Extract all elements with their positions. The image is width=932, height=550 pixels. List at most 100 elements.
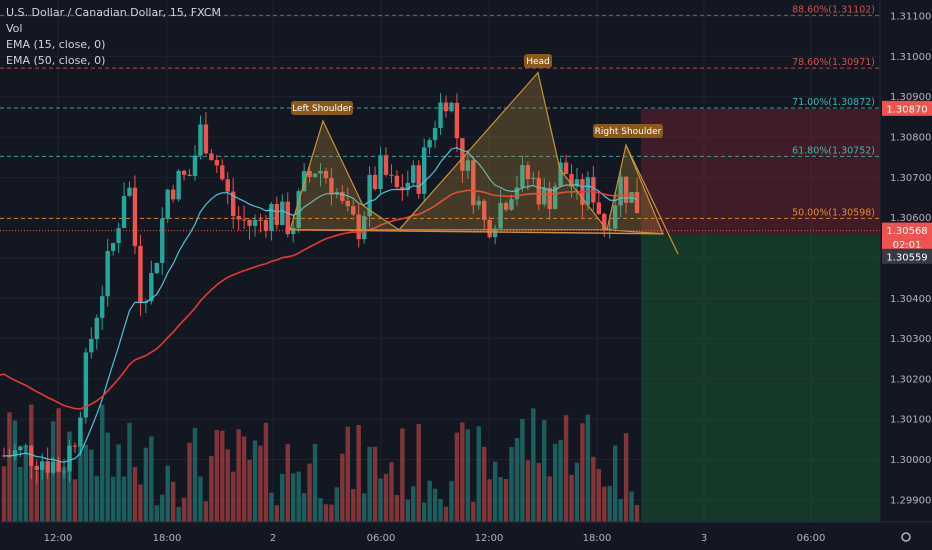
candle[interactable] bbox=[138, 245, 143, 304]
legend-volume[interactable]: Vol bbox=[6, 22, 23, 35]
candle[interactable] bbox=[596, 202, 602, 214]
candle[interactable] bbox=[356, 214, 361, 240]
candle[interactable] bbox=[105, 250, 110, 297]
candle[interactable] bbox=[465, 160, 471, 171]
candle[interactable] bbox=[454, 102, 460, 139]
candle[interactable] bbox=[514, 187, 520, 200]
candle[interactable] bbox=[34, 465, 39, 471]
candle[interactable] bbox=[618, 176, 623, 206]
candle[interactable] bbox=[236, 216, 241, 220]
candle[interactable] bbox=[214, 160, 220, 166]
candle[interactable] bbox=[389, 174, 394, 176]
candle[interactable] bbox=[312, 173, 318, 177]
candle[interactable] bbox=[487, 219, 492, 238]
candle[interactable] bbox=[547, 187, 552, 210]
candle[interactable] bbox=[154, 262, 159, 273]
candle[interactable] bbox=[558, 162, 563, 187]
candle[interactable] bbox=[280, 201, 285, 225]
candle[interactable] bbox=[83, 352, 89, 418]
time-axis[interactable] bbox=[0, 522, 932, 550]
candle[interactable] bbox=[482, 200, 487, 220]
candle[interactable] bbox=[438, 102, 443, 129]
ema-50-line[interactable] bbox=[0, 189, 638, 410]
candle[interactable] bbox=[334, 191, 340, 194]
candle[interactable] bbox=[116, 228, 121, 244]
right-shoulder-shape[interactable] bbox=[606, 143, 664, 235]
ema-15-line[interactable] bbox=[4, 147, 638, 463]
candle[interactable] bbox=[18, 446, 23, 451]
candle[interactable] bbox=[498, 202, 503, 229]
projection-line[interactable] bbox=[625, 144, 679, 255]
candle[interactable] bbox=[263, 220, 269, 232]
candle[interactable] bbox=[552, 186, 558, 210]
candle[interactable] bbox=[258, 219, 263, 221]
settings-icon[interactable] bbox=[901, 532, 911, 542]
candle[interactable] bbox=[361, 216, 367, 240]
candle[interactable] bbox=[602, 213, 607, 230]
candle[interactable] bbox=[285, 201, 290, 235]
candle[interactable] bbox=[427, 140, 432, 148]
candle[interactable] bbox=[78, 417, 83, 447]
candle[interactable] bbox=[252, 219, 258, 226]
price-axis[interactable] bbox=[880, 0, 932, 550]
candle[interactable] bbox=[345, 200, 350, 207]
candle[interactable] bbox=[591, 177, 596, 203]
candle[interactable] bbox=[340, 191, 345, 201]
candle[interactable] bbox=[492, 228, 498, 238]
candle[interactable] bbox=[220, 165, 225, 180]
candle[interactable] bbox=[203, 124, 209, 154]
candle[interactable] bbox=[574, 179, 580, 187]
candle[interactable] bbox=[432, 128, 438, 141]
candle[interactable] bbox=[181, 170, 187, 175]
candle[interactable] bbox=[209, 153, 214, 161]
candle[interactable] bbox=[378, 155, 383, 189]
candle[interactable] bbox=[405, 182, 411, 191]
candle[interactable] bbox=[607, 228, 612, 230]
candle[interactable] bbox=[110, 243, 116, 251]
candle[interactable] bbox=[612, 205, 618, 229]
candle[interactable] bbox=[525, 165, 531, 180]
candle[interactable] bbox=[225, 179, 230, 192]
candle[interactable] bbox=[460, 138, 465, 171]
candle[interactable] bbox=[421, 147, 427, 194]
candle[interactable] bbox=[542, 187, 547, 205]
candle[interactable] bbox=[536, 177, 541, 205]
candle[interactable] bbox=[471, 160, 476, 206]
legend-symbol[interactable]: U.S. Dollar / Canadian Dollar, 15, FXCM bbox=[6, 6, 221, 19]
candle[interactable] bbox=[372, 174, 378, 189]
candle[interactable] bbox=[149, 272, 154, 302]
head-shape[interactable] bbox=[397, 71, 609, 231]
candle[interactable] bbox=[443, 102, 449, 112]
candle[interactable] bbox=[318, 170, 323, 174]
candle[interactable] bbox=[296, 191, 301, 228]
neckline[interactable] bbox=[289, 229, 664, 235]
candle[interactable] bbox=[247, 219, 252, 226]
legend-ema15[interactable]: EMA (15, close, 0) bbox=[6, 38, 106, 51]
take-profit-zone[interactable] bbox=[641, 234, 880, 523]
candle[interactable] bbox=[269, 204, 274, 232]
candle[interactable] bbox=[307, 171, 312, 177]
candle[interactable] bbox=[170, 189, 176, 200]
candle[interactable] bbox=[367, 174, 372, 217]
candle[interactable] bbox=[351, 206, 356, 215]
candle[interactable] bbox=[176, 170, 181, 200]
candle[interactable] bbox=[301, 171, 307, 192]
candle[interactable] bbox=[634, 191, 640, 214]
candle[interactable] bbox=[383, 155, 389, 175]
candle[interactable] bbox=[623, 176, 629, 203]
candle[interactable] bbox=[1, 455, 7, 457]
candle[interactable] bbox=[400, 187, 405, 191]
candle[interactable] bbox=[121, 195, 127, 229]
candle[interactable] bbox=[449, 102, 454, 112]
candle[interactable] bbox=[520, 165, 525, 188]
candle[interactable] bbox=[230, 191, 236, 217]
candle[interactable] bbox=[89, 339, 94, 353]
candle[interactable] bbox=[160, 218, 165, 263]
candle[interactable] bbox=[411, 165, 416, 183]
candle[interactable] bbox=[569, 174, 574, 187]
legend-ema50[interactable]: EMA (50, close, 0) bbox=[6, 54, 106, 67]
candle[interactable] bbox=[165, 189, 170, 219]
candle[interactable] bbox=[198, 124, 203, 156]
candle[interactable] bbox=[94, 317, 99, 340]
